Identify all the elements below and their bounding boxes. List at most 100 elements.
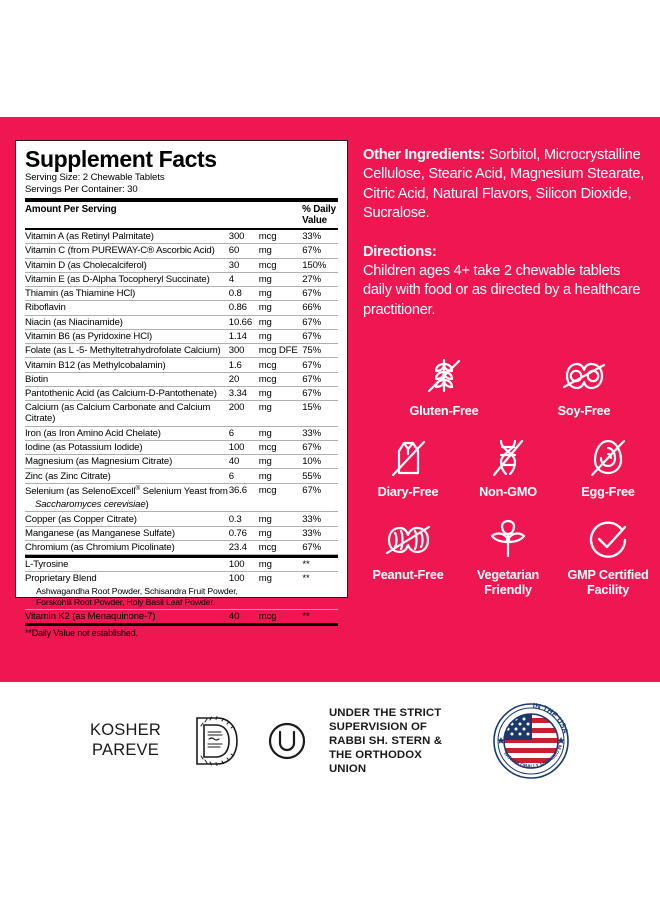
nutrient-amount: 100 [228,440,259,456]
table-row: Chromium (as Chromium Picolinate) 23.4 mcg… [25,540,338,556]
badge-row-3: Peanut-Free Vegetarian Friendly [362,516,654,598]
vitamin-k2-dv: ** [302,611,310,623]
nutrient-daily-value: 33% [302,526,338,542]
supplement-facts-title: Supplement Facts [25,146,217,172]
selenium-source-line: Saccharomyces cerevisiae) [25,498,229,513]
selenium-dv: 67% [302,484,322,496]
proprietary-blend-details: Ashwagandha Root Powder, Schisandra Frui… [25,585,338,610]
badge-egg-free: Egg-Free [562,433,654,500]
kosher-pareve-label: KOSHER PAREVE [90,721,161,759]
badge-non-gmo: Non-GMO [462,433,554,500]
nutrient-daily-value: 67% [302,329,338,345]
nutrient-amount: 60 [228,243,259,259]
nutrient-amount: 0.8 [228,286,259,302]
table-row: Vitamin D (as Cholecalciferol) 30 mcg 150% [25,258,338,273]
supervision-text: UNDER THE STRICT SUPERVISION OF RABBI SH. … [328,706,443,776]
table-row: Ashwagandha Root Powder, Schisandra Frui… [25,585,338,610]
nutrient-unit: mcg [258,440,303,456]
selenium-table: Selenium (as SelenoExcell® Selenium Yeas… [25,484,338,513]
badge-gmp-certified: GMP Certified Facility [562,516,654,598]
peanut-slash-icon [382,516,434,564]
nutrient-unit: mg [258,526,303,542]
table-row: Magnesium (as Magnesium Citrate) 40 mg 10% [25,454,338,470]
nutrient-unit: mg [258,300,303,316]
ltyrosine-name: L-Tyrosine [25,557,229,572]
nutrient-amount: 0.3 [228,512,259,527]
nutrient-daily-value: 33% [302,426,338,441]
ltyrosine-amount: 100 [228,557,259,572]
table-row: Vitamin C (from PUREWAY-C® Ascorbic Acid… [25,243,338,259]
nutrient-name: Zinc (as Zinc Citrate) [25,468,229,484]
wheat-slash-icon [418,352,470,400]
table-row: Riboflavin 0.86 mg 66% [25,300,338,316]
nutrient-rows-table: Vitamin A (as Retinyl Palmitate) 300 mcg 33… [25,229,338,484]
nutrient-amount: 3.34 [228,386,259,402]
nutrient-unit: mcg [258,357,303,373]
nutrient-amount: 1.6 [228,357,259,373]
other-actives-table: L-Tyrosine 100 mg ** Proprietary Blend 1… [25,557,338,624]
nutrient-amount: 0.76 [228,526,259,542]
badge-label: Peanut-Free [372,567,444,582]
egg-slash-icon [582,433,634,481]
kosher-d-stamp-icon [183,710,245,772]
divider-thick-top [25,198,338,203]
nutrient-daily-value: 67% [302,540,338,556]
servings-per-container-text: Servings Per Container: 30 [25,183,138,195]
proprietary-blend-unit: mg [258,573,272,585]
nutrient-daily-value: 10% [302,454,338,470]
nutrient-unit: mg [258,400,303,427]
table-row: Iodine (as Potassium Iodide) 100 mcg 67% [25,440,338,456]
table-row: Vitamin B6 (as Pyridoxine HCl) 1.14 mg 67% [25,329,338,345]
nutrient-amount: 300 [228,343,259,359]
badge-soy-free: Soy-Free [538,352,630,419]
nutrient-name: Iodine (as Potassium Iodide) [25,440,229,456]
nutrient-daily-value: 27% [302,272,338,288]
nutrient-name: Niacin (as Niacinamide) [25,315,229,330]
selenium-species-tail: ) [145,499,149,511]
nutrient-amount: 200 [228,400,259,427]
ltyrosine-dv: ** [302,557,338,572]
nutrient-unit: mcg [258,540,303,556]
nutrient-name: Riboflavin [25,300,229,316]
minerals-tail-table: Copper (as Copper Citrate) 0.3 mg 33% Mangan… [25,512,338,556]
nutrient-unit: mg [258,386,303,402]
badge-label: Diary-Free [377,484,439,499]
nutrient-daily-value: 150% [302,258,338,273]
nutrient-daily-value: 33% [302,229,338,245]
table-row: Manganese (as Manganese Sulfate) 0.76 mg 33… [25,526,338,542]
blend-detail-line-2: Forskohlii Root Powder, Holy Basil Leaf … [36,597,215,608]
nutrient-unit: mg [258,329,303,345]
daily-value-footnote: **Daily Value not established. [25,627,138,638]
table-row: Calcium (as Calcium Carbonate and Calciu… [25,400,338,427]
nutrient-amount: 1.14 [228,329,259,345]
nutrient-unit: mg [258,512,303,527]
table-row: Vitamin E (as D-Alpha Tocopheryl Succina… [25,272,338,288]
nutrient-unit: mcg [258,372,303,388]
blend-detail-line-1: Ashwagandha Root Powder, Schisandra Frui… [36,586,238,597]
nutrition-table: Amount Per Serving % Daily Value [25,202,338,227]
serving-size-text: Serving Size: 2 Chewable Tablets [25,172,165,184]
nutrient-unit: mg [258,286,303,302]
nutrient-amount: 10.66 [228,315,259,330]
badge-row-1: Gluten-Free Soy-Free [362,352,654,419]
leaf-plant-icon [482,516,534,564]
nutrient-amount: 6 [228,468,259,484]
table-row: Zinc (as Zinc Citrate) 6 mg 55% [25,468,338,484]
other-ingredients-colon: : [480,147,489,163]
nutrient-unit: mg [258,243,303,259]
nutrient-name: Pantothenic Acid (as Calcium-D-Pantothen… [25,386,229,402]
nutrient-name: Folate (as L -5- Methyltetrahydrofolate … [25,343,229,359]
nutrient-daily-value: 67% [302,357,338,373]
proprietary-blend-amount: 100 [228,573,245,585]
selenium-unit: mcg [258,484,277,496]
nutrient-name: Vitamin D (as Cholecalciferol) [25,258,229,273]
selenium-amount: 36.6 [228,484,247,496]
nutrient-amount: 23.4 [228,540,259,556]
attribute-badges: Gluten-Free Soy-Free [362,352,654,597]
badge-gluten-free: Gluten-Free [398,352,490,419]
table-row: Vitamin A (as Retinyl Palmitate) 300 mcg 33… [25,229,338,245]
nutrient-amount: 0.86 [228,300,259,316]
nutrient-daily-value: 67% [302,243,338,259]
table-row: Folate (as L -5- Methyltetrahydrofolate … [25,343,338,359]
